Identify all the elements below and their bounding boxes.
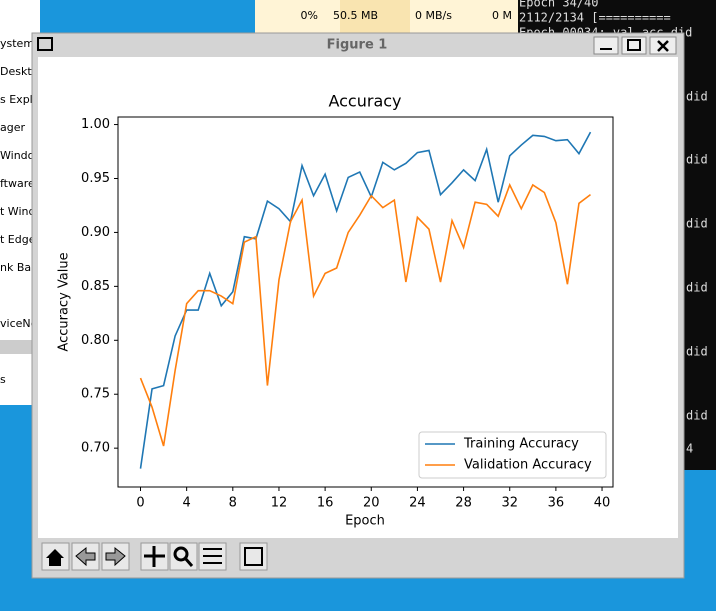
terminal-fragment: did	[686, 90, 708, 104]
configure-icon	[203, 548, 222, 564]
terminal-fragment: did	[686, 217, 708, 231]
plot-frame	[117, 116, 614, 488]
terminal-line: Epoch 34/40	[519, 0, 598, 10]
x-axis-label: Epoch	[345, 514, 385, 529]
pan-icon	[144, 546, 165, 567]
x-tick-label: 8	[229, 496, 237, 511]
x-tick-label: 20	[363, 496, 380, 511]
task-manager-value: 0%	[301, 9, 318, 22]
x-tick-label: 16	[317, 496, 334, 511]
y-tick-label: 1.00	[81, 117, 110, 132]
sidebar-item: t Wind	[0, 205, 35, 218]
task-manager-value: 0 M	[492, 9, 512, 22]
back-icon	[75, 546, 96, 567]
maximize-icon	[627, 39, 641, 51]
terminal-fragment: 4	[686, 442, 693, 456]
sidebar-scroll	[0, 340, 40, 354]
y-tick-label: 0.95	[81, 171, 110, 186]
y-tick-label: 0.80	[81, 333, 110, 348]
sidebar-item: ager	[0, 121, 25, 134]
legend-label: Training Accuracy	[463, 437, 579, 452]
sidebar-item: s Explo	[0, 93, 40, 106]
zoom-icon	[173, 546, 189, 562]
sidebar-item: s	[0, 373, 6, 386]
task-manager-cell	[340, 0, 410, 33]
y-tick-label: 0.90	[81, 225, 110, 240]
window-buttons	[593, 36, 677, 55]
sidebar-item: viceNo	[0, 317, 38, 330]
x-tick-label: 0	[136, 496, 144, 511]
terminal-fragment: did	[686, 409, 708, 423]
x-tick-label: 28	[455, 496, 472, 511]
y-tick-label: 0.85	[81, 279, 110, 294]
legend-box	[418, 431, 607, 479]
data-line	[139, 182, 591, 447]
window-icon[interactable]	[37, 37, 53, 51]
x-tick-label: 12	[271, 496, 288, 511]
sidebar-item: ftware:	[0, 177, 38, 190]
x-tick-label: 40	[594, 496, 611, 511]
home-icon	[46, 549, 64, 566]
terminal-fragment: did	[686, 345, 708, 359]
sidebar-item: nk Bac	[0, 261, 37, 274]
x-tick-label: 32	[501, 496, 518, 511]
close-icon	[657, 40, 669, 52]
save-icon	[244, 547, 263, 566]
sidebar-item: ystem	[0, 37, 34, 50]
sidebar-item: Deskto	[0, 65, 39, 78]
task-manager-value: 0 MB/s	[415, 9, 452, 22]
window-title: Figure 1	[327, 38, 388, 53]
y-axis-label: Accuracy Value	[57, 252, 72, 351]
data-line	[139, 131, 592, 469]
x-tick-label: 24	[409, 496, 426, 511]
terminal-fragment: did	[686, 281, 708, 295]
legend-label: Validation Accuracy	[464, 458, 592, 473]
terminal-line: 2112/2134 [==========	[519, 11, 671, 25]
task-manager-value: 50.5 MB	[333, 9, 378, 22]
x-tick-label: 4	[183, 496, 191, 511]
sidebar-item: Windo	[0, 149, 35, 162]
forward-icon	[105, 546, 126, 567]
y-tick-label: 0.75	[81, 387, 110, 402]
chart-title: Accuracy	[328, 92, 401, 111]
minimize-button[interactable]	[593, 36, 619, 55]
y-tick-label: 0.70	[81, 441, 110, 456]
zoom-handle	[183, 557, 194, 567]
toolbar	[41, 542, 268, 571]
sidebar-item: t Edge	[0, 233, 36, 246]
terminal-fragment: did	[686, 153, 708, 167]
x-tick-label: 36	[548, 496, 565, 511]
